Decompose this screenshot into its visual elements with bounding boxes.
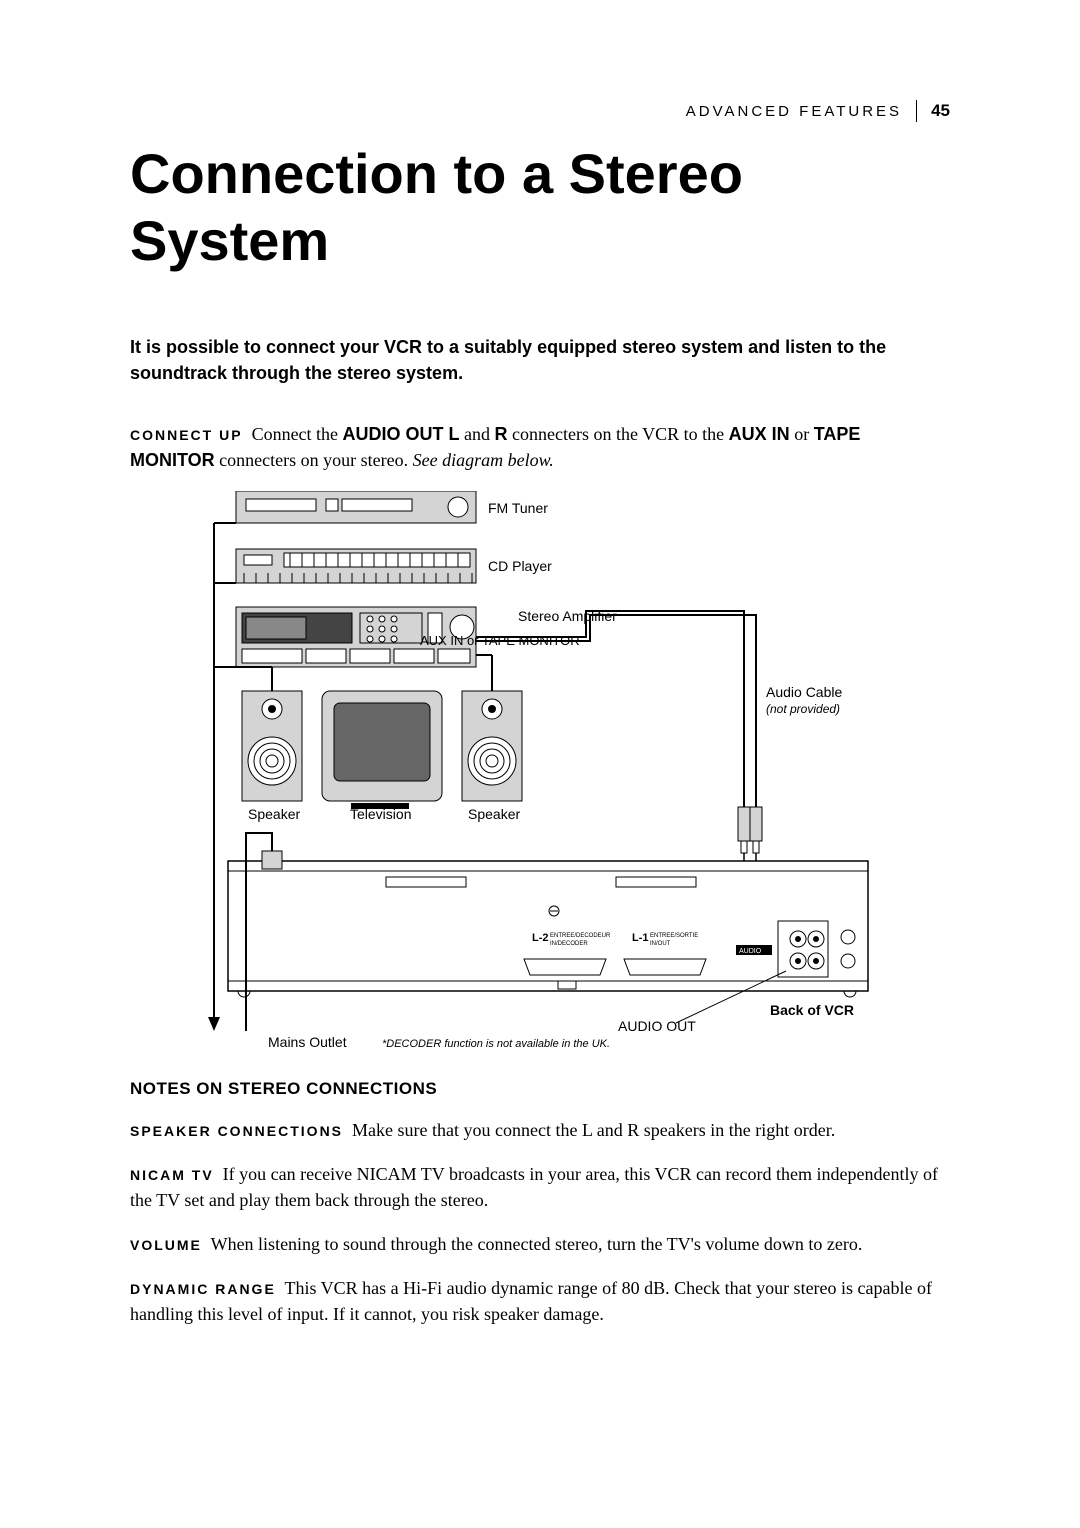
speaker-left-label: Speaker: [248, 806, 300, 822]
note-speaker-connections: SPEAKER CONNECTIONS Make sure that you c…: [130, 1117, 950, 1143]
audio-cable-label: Audio Cable: [766, 684, 842, 700]
svg-text:ENTREE/DECODEUR: ENTREE/DECODEUR: [550, 933, 611, 939]
decoder-note-label: *DECODER function is not available in th…: [382, 1038, 610, 1050]
connect-up-paragraph: CONNECT UP Connect the AUDIO OUT L and R…: [130, 421, 950, 473]
television-icon: [322, 691, 442, 809]
page-number: 45: [931, 101, 950, 121]
speaker-right-label: Speaker: [468, 806, 520, 822]
svg-text:ENTREE/SORTIE: ENTREE/SORTIE: [650, 933, 698, 939]
note-dynamic-range: DYNAMIC RANGE This VCR has a Hi-Fi audio…: [130, 1275, 950, 1327]
section-label: ADVANCED FEATURES: [686, 103, 902, 120]
cd-player-icon: [214, 549, 476, 583]
mains-outlet-label: Mains Outlet: [268, 1034, 347, 1050]
svg-text:IN/DECODER: IN/DECODER: [550, 941, 588, 947]
speaker-right-icon: [462, 655, 522, 801]
intro-paragraph: It is possible to connect your VCR to a …: [130, 334, 950, 386]
rca-plugs-icon: [738, 807, 762, 853]
note-volume: VOLUME When listening to sound through t…: [130, 1231, 950, 1257]
audio-out-label: AUDIO OUT: [618, 1018, 696, 1034]
page-header: ADVANCED FEATURES 45: [130, 100, 950, 122]
svg-text:L-1: L-1: [632, 932, 649, 944]
svg-text:AUDIO: AUDIO: [739, 948, 762, 955]
connect-up-label: CONNECT UP: [130, 427, 243, 443]
not-provided-label: (not provided): [766, 702, 840, 716]
note-nicam-tv: NICAM TV If you can receive NICAM TV bro…: [130, 1161, 950, 1213]
svg-text:IN/OUT: IN/OUT: [650, 941, 671, 947]
page-title: Connection to a Stereo System: [130, 140, 950, 274]
speaker-left-icon: [236, 667, 302, 801]
svg-text:L-2: L-2: [532, 932, 549, 944]
fm-tuner-label: FM Tuner: [488, 500, 548, 516]
header-divider: [916, 100, 917, 122]
notes-heading: NOTES ON STEREO CONNECTIONS: [130, 1079, 950, 1099]
cd-player-label: CD Player: [488, 558, 552, 574]
connection-diagram: FM Tuner: [176, 491, 896, 1051]
television-label: Television: [350, 806, 411, 822]
back-of-vcr-label: Back of VCR: [770, 1002, 854, 1018]
